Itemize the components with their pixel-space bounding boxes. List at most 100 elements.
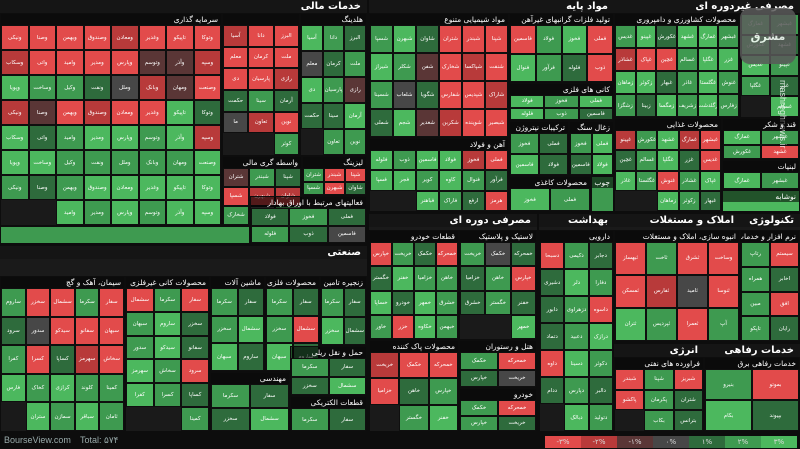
subsector-pharma[interactable]: دارویی دجابر دکیمی دسبحا دفارا دلر دشیری داسوه… [539,230,614,432]
subsector-nonmetal[interactable]: محصولات کانی غیرفلزی سفار سکرما سشمال سخزر س… [125,276,210,432]
stock-tile[interactable]: غاذر [615,170,637,191]
stock-tile[interactable]: غگلپا [741,75,770,97]
stock-tile[interactable]: غنوش [718,71,739,94]
stock-tile[interactable]: البرز [273,25,299,47]
stock-tile[interactable]: غپینو [615,130,637,151]
stock-tile[interactable]: کساپا [50,345,75,374]
stock-tile[interactable]: شفارس [439,81,462,109]
stock-tile[interactable]: غپاک [635,48,657,71]
subsector-insurance[interactable]: البرز دانا آسیا ملت کرمان معلم رازی پارسیان دی آر… [222,13,300,156]
stock-tile[interactable]: کسرا [25,345,51,374]
stock-tile[interactable]: غاذر [677,71,698,94]
stock-tile[interactable]: غگلپا [657,150,679,171]
subsector-electrical[interactable]: قطعات الکتریکی سفار سکرما [290,396,367,432]
stock-tile[interactable]: خریخت [392,242,414,267]
stock-tile[interactable]: فاسمین [327,225,366,243]
stock-tile[interactable]: سدور [126,335,154,360]
stock-tile[interactable]: ومدیر [83,125,111,150]
stock-tile[interactable]: خمحرکه [436,242,458,267]
stock-tile[interactable]: خریخت [460,242,486,267]
stock-tile[interactable]: دعبید [564,323,589,350]
stock-tile[interactable]: ما [223,111,249,134]
stock-tile[interactable]: شاوان [416,25,439,53]
stock-tile[interactable]: شپدیس [462,81,485,109]
stock-tile[interactable]: دانا [248,25,274,47]
stock-tile[interactable]: شپنا [644,369,674,390]
stock-tile[interactable]: خاهن [436,266,458,291]
stock-tile[interactable]: کرمان [248,46,274,69]
stock-tile[interactable]: غدیس [615,25,636,48]
stock-tile[interactable]: وپارس [111,125,139,150]
stock-tile[interactable]: خاهن [485,266,511,291]
stock-tile[interactable]: دسبحا [540,242,565,269]
stock-tile[interactable]: فخوز [510,188,550,211]
stock-tile[interactable]: غمارگ [723,172,761,189]
stock-tile[interactable]: وپارس [111,200,139,225]
stock-tile[interactable]: شخارک [439,53,462,81]
stock-tile[interactable]: خزامیا [414,266,436,291]
stock-tile[interactable]: سدور [25,316,51,346]
stock-tile[interactable]: پکرمان [644,389,674,411]
stock-tile[interactable]: خاهن [399,378,429,405]
subsector-coal[interactable]: زغال سنگ فملی فخوز فولاد فاسمین [569,121,614,176]
stock-tile[interactable]: غچین [615,150,637,171]
stock-tile[interactable]: غپینو [635,25,657,48]
stock-tile[interactable]: وآذر [166,200,194,225]
stock-tile[interactable]: شبهرن [393,25,416,53]
stock-tile[interactable]: ثامان [99,402,124,431]
stock-tile[interactable]: آسیا [301,25,323,51]
stock-tile[interactable]: ونیکی [1,175,29,200]
stock-tile[interactable]: خپارس [460,369,498,387]
stock-tile[interactable]: ذوب [544,107,579,120]
subsector-chemicals[interactable]: مواد شیمیایی متنوع شپنا شبندر شتران شاوان شب… [369,13,509,138]
stock-tile[interactable]: سشمال [250,407,289,431]
subsector-food-products[interactable]: محصولات غذایی غبشهر غمارگ غشهد غکورش غپینو غد… [614,118,722,212]
stock-tile[interactable]: رازی [344,77,366,103]
stock-tile[interactable]: دکوثر [588,350,613,377]
stock-tile[interactable]: دجابر [588,242,613,269]
stock-tile[interactable]: فخوز [289,208,328,226]
subsector-beverage[interactable]: نوشابه [722,190,800,212]
stock-tile[interactable]: وسپه [193,200,221,225]
stock-tile[interactable]: شبندر [615,369,645,390]
stock-tile[interactable]: کفرا [1,345,26,374]
stock-tile[interactable]: فولاد [535,25,562,54]
stock-tile[interactable]: کسرا [153,383,182,408]
stock-tile[interactable]: سبهان [266,343,293,371]
stock-tile[interactable]: زبینا [635,94,657,117]
stock-tile[interactable]: بکام [705,400,752,431]
stock-tile[interactable]: غمارگ [697,25,719,48]
stock-tile[interactable]: سفار [343,288,366,317]
stock-tile[interactable]: وسپه [193,50,221,75]
stock-tile[interactable]: وآذر [166,125,194,150]
stock-tile[interactable]: شجم [393,109,416,137]
stock-tile[interactable]: غپاک [699,170,721,191]
stock-tile[interactable]: سشمال [126,288,154,312]
stock-tile[interactable]: ونفت [83,150,111,175]
subsector-cement[interactable]: سیمان، آهک و گچ سفار سکرما سشمال سخزر ساروم س… [0,276,125,432]
stock-tile[interactable]: فاسمین [510,25,536,54]
stock-tile[interactable]: غبشهر [761,172,799,189]
stock-tile[interactable]: فارس [1,373,26,403]
stock-tile[interactable]: غبشهر [718,25,739,48]
stock-tile[interactable]: سشمال [343,316,366,345]
stock-tile[interactable]: غشهد [657,130,679,151]
stock-tile[interactable]: حکمت [223,89,249,112]
stock-tile[interactable]: تاپیکو [166,100,194,125]
stock-tile[interactable]: بکاب [644,410,674,431]
stock-tile[interactable]: سفار [292,288,319,316]
stock-tile[interactable]: وصنا [28,25,56,50]
stock-tile[interactable]: شکربن [439,109,462,137]
stock-tile[interactable]: غسالم [770,96,799,117]
stock-tile[interactable]: وملل [111,150,139,175]
subsector-bank[interactable] [0,226,250,244]
stock-tile[interactable]: آسیا [223,25,249,47]
stock-tile[interactable]: غگلستا [636,170,658,191]
stock-tile[interactable]: وتوسم [138,125,166,150]
stock-tile[interactable]: وصنعت [193,150,221,175]
stock-tile[interactable]: ثعمرا [677,308,708,341]
stock-tile[interactable]: بپیوند [752,400,799,431]
stock-tile[interactable]: غکورش [656,25,678,48]
stock-tile[interactable]: سکرما [291,358,329,377]
stock-tile[interactable]: سشمال [328,376,366,395]
